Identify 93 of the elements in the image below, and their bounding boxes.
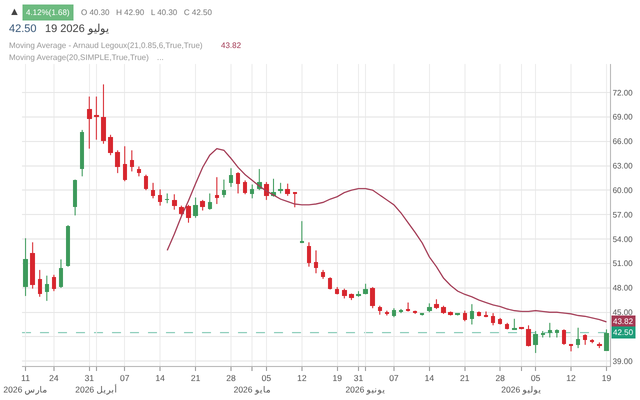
y-tick-label: 48.00 — [612, 284, 634, 293]
x-tick-label: مايو 2026 — [234, 384, 271, 396]
y-tick-label: 60.00 — [612, 186, 634, 195]
candlestick — [526, 324, 531, 347]
candlestick — [186, 204, 191, 224]
candlestick — [236, 172, 240, 194]
candlestick — [342, 288, 347, 299]
candlestick — [59, 258, 63, 288]
candlestick — [470, 304, 474, 325]
x-tick-label: 28 — [495, 373, 506, 384]
y-tick-label: 39.00 — [612, 356, 634, 366]
x-tick-label: 31 — [354, 373, 364, 384]
text: Moving Average - Arnaud Legoux(21,0.85,6,True,True) — [9, 41, 203, 50]
candlestick — [250, 184, 254, 199]
candlestick — [172, 194, 177, 210]
candlestick — [604, 328, 609, 352]
candlestick — [243, 180, 247, 195]
x-tick-label: 07 — [120, 373, 130, 384]
text: O 40.30 H 42.90 L 40.30 C 42.50 — [81, 8, 212, 17]
candlestick — [87, 96, 92, 150]
data-label: 43.82 — [613, 317, 634, 326]
candlestick — [314, 250, 318, 274]
text: 43.82 — [221, 41, 242, 50]
candlestick — [208, 192, 212, 210]
x-tick-label: 12 — [297, 373, 307, 384]
ref-line-label: 42.50 — [613, 328, 634, 337]
x-tick-label: 12 — [566, 373, 576, 384]
candlestick — [463, 310, 467, 322]
candlestick — [137, 166, 141, 177]
x-tick-label: 19 — [602, 373, 612, 384]
y-tick-label: 69.00 — [612, 112, 634, 122]
candlestick — [307, 242, 311, 268]
y-tick-label: 51.00 — [612, 259, 634, 268]
y-tick-label: 72.00 — [612, 88, 634, 98]
candlestick — [278, 182, 283, 194]
y-tick-label: 54.00 — [612, 234, 634, 244]
x-tick-label: 05 — [530, 373, 541, 384]
candlestick — [533, 330, 538, 354]
x-tick-label: 21 — [460, 373, 470, 384]
text: 19 يوليو 2026 — [45, 23, 109, 35]
candlestick — [158, 188, 162, 206]
candlestick — [215, 176, 219, 205]
x-tick-label: 19 — [332, 373, 342, 384]
candlestick — [300, 220, 304, 244]
candlestick — [45, 275, 49, 302]
text: 4.12%(1.68) — [26, 8, 70, 17]
candlestick — [370, 286, 375, 309]
candlestick — [101, 84, 106, 144]
x-tick-label: 31 — [84, 373, 94, 384]
candlestick — [562, 328, 566, 346]
candlestick — [130, 150, 134, 172]
candlestick — [576, 327, 580, 349]
y-tick-label: 45.00 — [612, 308, 634, 318]
candlestick — [285, 183, 290, 196]
x-tick-label: 14 — [155, 373, 166, 384]
candlestick — [38, 269, 42, 298]
x-tick-label: 21 — [190, 373, 201, 384]
text: ... — [157, 53, 164, 62]
candlestick — [165, 192, 169, 204]
candlestick — [222, 179, 226, 198]
x-tick-label: 28 — [226, 373, 236, 384]
text: Moving Average(20,SIMPLE,True,True) — [9, 53, 150, 62]
candlestick — [583, 334, 587, 346]
candlestick — [229, 168, 233, 188]
candlestick — [293, 192, 297, 208]
x-tick-label: أبريل 2026 — [75, 382, 118, 396]
x-tick-label: 07 — [389, 373, 399, 384]
y-tick-label: 57.00 — [612, 210, 634, 220]
x-tick-label: 05 — [262, 373, 272, 384]
candlestick — [144, 174, 148, 191]
text: ▲ — [9, 6, 20, 18]
candlestick — [108, 134, 113, 156]
candlestick — [115, 150, 120, 174]
candlestick — [548, 322, 552, 338]
y-tick-label: 63.00 — [612, 162, 634, 171]
candlestick — [434, 298, 439, 310]
candlestick — [363, 283, 368, 295]
candlestick — [193, 197, 198, 218]
candlestick — [328, 276, 332, 290]
candlestick — [123, 146, 127, 182]
y-tick-label: 66.00 — [612, 137, 634, 146]
candlestick — [52, 274, 56, 292]
candlestick — [512, 318, 517, 330]
line-series — [166, 148, 608, 322]
candlestick — [200, 199, 205, 212]
text: 42.50 — [9, 23, 37, 35]
candlestick — [151, 182, 155, 199]
candlestick — [491, 312, 495, 326]
x-tick-label: 24 — [49, 373, 59, 384]
x-tick-label: يونيو 2026 — [345, 384, 386, 396]
candlestick — [94, 96, 99, 140]
x-tick-label: 14 — [424, 373, 434, 384]
x-tick-label: يوليو 2026 — [501, 384, 542, 396]
